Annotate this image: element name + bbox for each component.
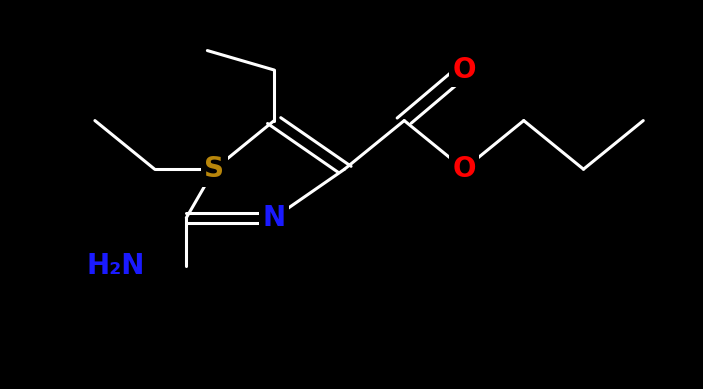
Text: N: N <box>263 204 285 232</box>
Text: O: O <box>452 56 476 84</box>
Text: H₂N: H₂N <box>86 252 146 280</box>
Text: S: S <box>205 155 224 183</box>
Text: O: O <box>452 155 476 183</box>
